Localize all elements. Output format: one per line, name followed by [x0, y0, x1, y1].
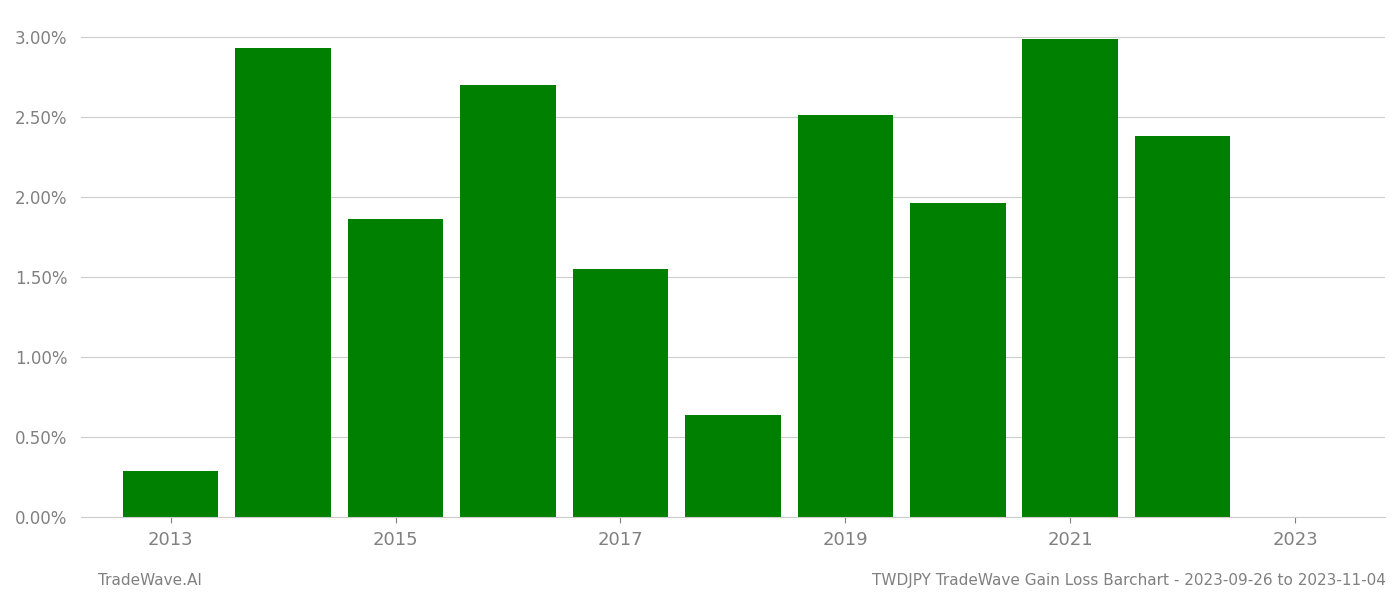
Bar [910, 203, 1005, 517]
Bar [1022, 38, 1119, 517]
Bar [347, 220, 444, 517]
Text: TradeWave.AI: TradeWave.AI [98, 573, 202, 588]
Bar [685, 415, 781, 517]
Bar [123, 471, 218, 517]
Bar [1135, 136, 1231, 517]
Bar [798, 115, 893, 517]
Bar [461, 85, 556, 517]
Bar [573, 269, 668, 517]
Bar [235, 48, 330, 517]
Text: TWDJPY TradeWave Gain Loss Barchart - 2023-09-26 to 2023-11-04: TWDJPY TradeWave Gain Loss Barchart - 20… [872, 573, 1386, 588]
